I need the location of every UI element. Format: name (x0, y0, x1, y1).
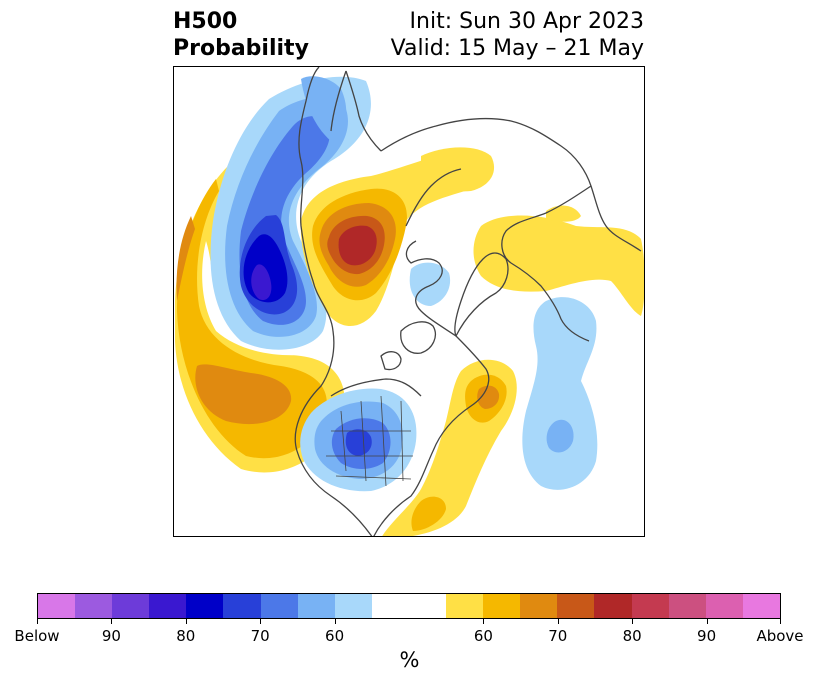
alaska-below-90 (251, 264, 272, 301)
variable-label: H500 (173, 9, 238, 34)
colorbar-tick-label: Below (14, 627, 60, 645)
colorbar-tick (557, 619, 559, 624)
colorbar-tick (780, 619, 781, 624)
colorbar-segment (334, 594, 372, 618)
product-label: Probability (173, 36, 309, 61)
siberia-above-anomaly (300, 147, 495, 326)
pacific-above-70 (176, 216, 292, 425)
colorbar-tick-label: 60 (325, 627, 345, 645)
eastern-na-above-70 (477, 385, 500, 409)
colorbar-segment (742, 594, 780, 618)
colorbar-segment (371, 594, 409, 618)
colorbar-segment (557, 594, 595, 618)
colorbar-segment (260, 594, 298, 618)
colorbar (37, 593, 781, 619)
europe-above-anomaly (473, 205, 644, 316)
colorbar-segment (520, 594, 558, 618)
colorbar-segment (186, 594, 224, 618)
eastern-na-above-anomaly (382, 359, 517, 536)
colorbar-tick-label: 90 (101, 627, 121, 645)
arctic-islands (380, 321, 436, 371)
siberia-above-80 (338, 225, 377, 266)
colorbar-tick (483, 619, 485, 624)
map-panel (173, 66, 645, 537)
us-state-lines (326, 395, 413, 487)
eastern-na-above-65-south (411, 496, 446, 531)
colorbar-segment (594, 594, 632, 618)
colorbar-segment (38, 594, 76, 618)
atlantic-below-70 (546, 419, 574, 453)
alaska-below-anomaly (210, 76, 371, 350)
colorbar-segment (446, 594, 484, 618)
colorbar-tick-label: 70 (250, 627, 270, 645)
colorbar-tick-label: 80 (176, 627, 196, 645)
colorbar-tick-label: Above (756, 627, 804, 645)
colorbar-segment (297, 594, 335, 618)
colorbar-tick (111, 619, 113, 624)
siberia-coast (330, 70, 462, 227)
colorbar-tick-label: 90 (697, 627, 717, 645)
europe-above-60 (473, 215, 644, 316)
probability-map (175, 67, 644, 536)
colorbar-tick (334, 619, 336, 624)
greenland-coast (454, 252, 509, 337)
colorbar-segment (149, 594, 187, 618)
us-below-80 (345, 429, 372, 456)
colorbar-segment (668, 594, 706, 618)
colorbar-tick (185, 619, 187, 624)
europe-above-north (546, 205, 581, 222)
alaska-below-north-lobe (301, 76, 347, 141)
colorbar-segment (75, 594, 113, 618)
colorbar-unit: % (399, 648, 420, 672)
colorbar-tick-label: 60 (473, 627, 493, 645)
valid-dates: Valid: 15 May – 21 May (390, 36, 644, 61)
init-date: Init: Sun 30 Apr 2023 (409, 9, 644, 34)
colorbar-tick (37, 619, 38, 624)
coastlines (294, 67, 642, 536)
colorbar-ticks: Below 90 80 70 60 60 70 80 90 Above (14, 619, 804, 645)
eurasia-coast (345, 70, 642, 342)
colorbar-tick (632, 619, 634, 624)
barents-below-60 (409, 262, 451, 306)
colorbar-segment (483, 594, 521, 618)
colorbar-tick (260, 619, 262, 624)
colorbar-tick-label: 80 (622, 627, 642, 645)
us-canada-border (330, 378, 422, 397)
colorbar-segment (631, 594, 669, 618)
colorbar-segment (223, 594, 261, 618)
colorbar-segment (112, 594, 150, 618)
atlantic-below-anomaly (522, 297, 598, 490)
colorbar-segment (408, 594, 447, 618)
atlantic-below-60 (522, 297, 598, 490)
colorbar-segment (705, 594, 743, 618)
chart-title: H500 Probability (173, 8, 309, 62)
date-info: Init: Sun 30 Apr 2023 Valid: 15 May – 21… (391, 8, 644, 62)
colorbar-tick (706, 619, 708, 624)
colorbar-tick-label: 70 (548, 627, 568, 645)
